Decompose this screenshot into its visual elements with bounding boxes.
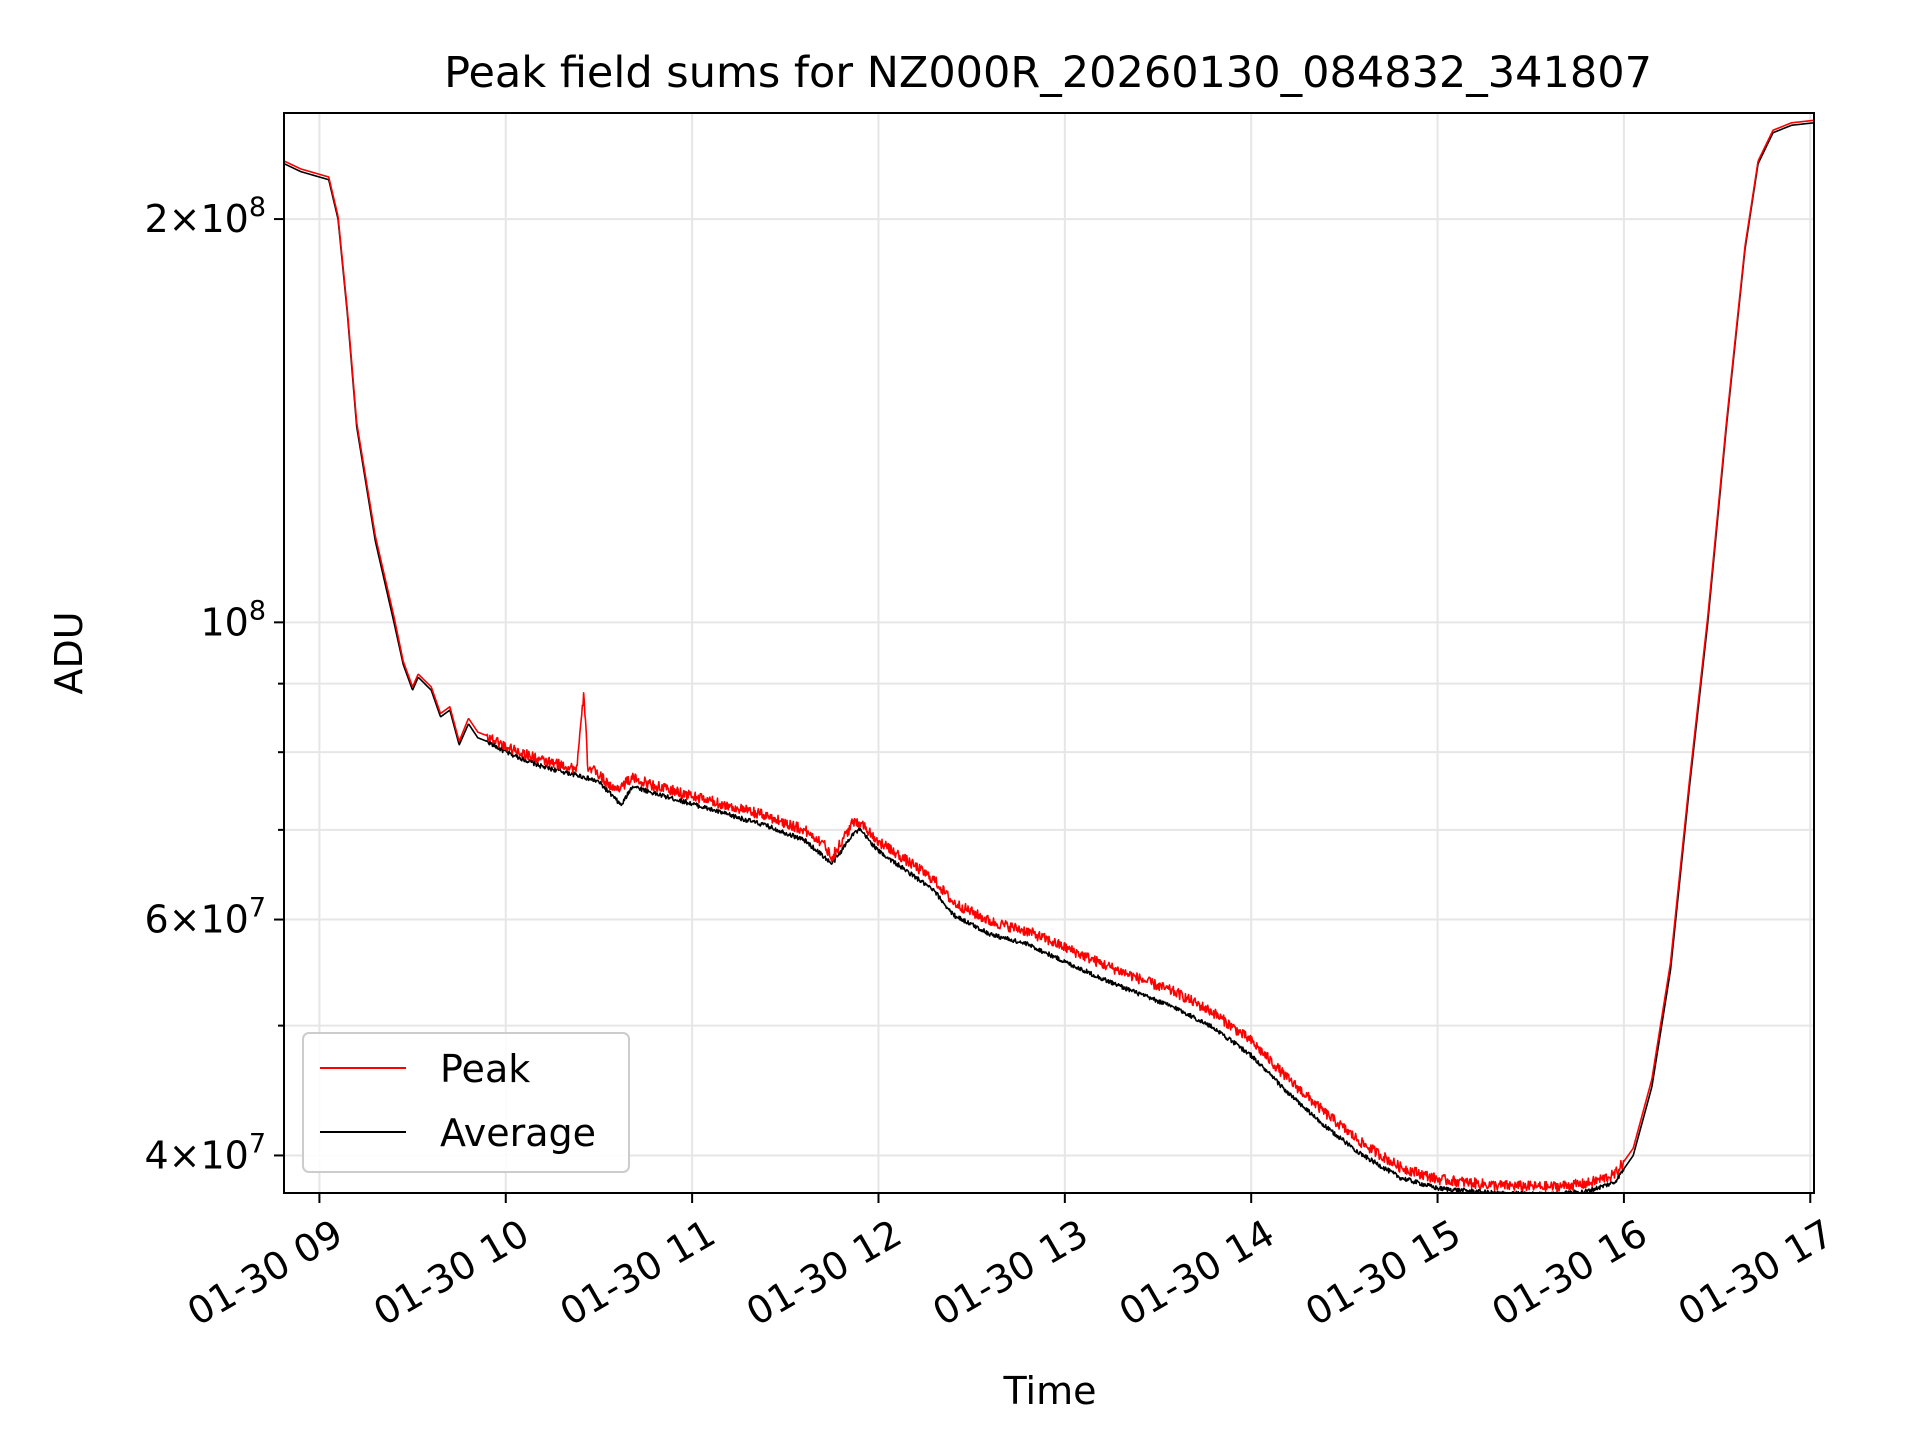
- y-tick-label: 2×108: [144, 192, 266, 241]
- y-tick-label: 4×107: [144, 1128, 266, 1177]
- y-tick-label: 108: [200, 595, 266, 644]
- series-line-average: [284, 121, 1814, 1193]
- y-axis-label: ADU: [47, 611, 91, 694]
- x-axis-label: Time: [1003, 1369, 1097, 1413]
- grid: [284, 113, 1814, 1193]
- y-axis: 4×107 6×107 108 2×108: [144, 192, 284, 1177]
- legend-peak-label: Peak: [440, 1047, 530, 1091]
- y-tick-label: 6×107: [144, 893, 266, 942]
- plot-area-frame: [283, 112, 1815, 1194]
- legend-average-label: Average: [440, 1111, 596, 1155]
- chart-title: Peak field sums for NZ000R_20260130_0848…: [444, 48, 1652, 98]
- legend: Peak Average: [302, 1032, 630, 1173]
- series-line-peak: [284, 119, 1814, 1193]
- plot-series: [284, 119, 1814, 1193]
